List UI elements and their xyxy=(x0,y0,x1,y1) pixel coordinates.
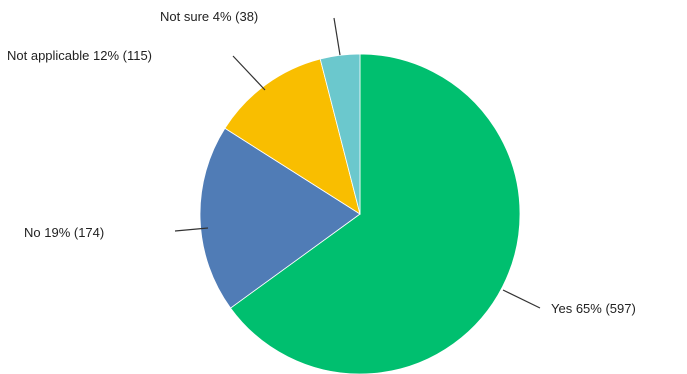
pie-slice-yes xyxy=(230,53,521,374)
leader-line-not-applicable xyxy=(232,55,266,91)
pie-slice-no xyxy=(199,127,361,309)
slice-label-no: No 19% (174) xyxy=(24,225,104,240)
pie-labels: Yes 65% (597) No 19% (174) Not applicable … xyxy=(7,9,636,316)
leader-line-not-sure xyxy=(333,17,341,56)
pie-slice-not-sure xyxy=(319,53,361,215)
slice-label-yes: Yes 65% (597) xyxy=(551,301,636,316)
slice-label-not-applicable: Not applicable 12% (115) xyxy=(7,48,152,63)
pie-slices xyxy=(199,53,521,374)
slice-label-not-sure: Not sure 4% (38) xyxy=(160,9,258,24)
pie-slice-not-applicable xyxy=(224,58,361,215)
leader-line-no xyxy=(174,227,209,232)
leader-line-yes xyxy=(502,289,541,309)
